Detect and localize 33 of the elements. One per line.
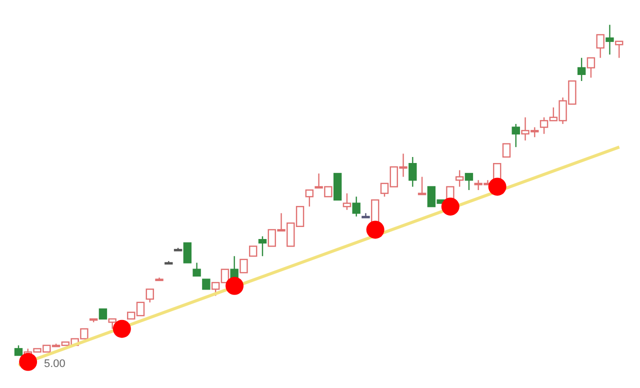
point <box>226 276 244 295</box>
candlestick <box>502 143 511 158</box>
candlestick <box>455 170 464 188</box>
candlestick <box>258 236 267 257</box>
candlestick <box>586 57 596 78</box>
candlestick <box>249 246 258 257</box>
point <box>366 220 384 239</box>
candlestick <box>305 189 314 208</box>
candlestick <box>202 278 210 290</box>
candlestick <box>146 288 154 304</box>
candlestick <box>615 40 624 58</box>
point <box>112 320 131 338</box>
point <box>441 198 460 216</box>
candlestick <box>98 308 108 320</box>
point <box>19 352 38 371</box>
candlestick <box>108 318 116 330</box>
candlestick <box>342 192 352 210</box>
candlestick <box>596 34 604 58</box>
candlestick <box>418 176 426 196</box>
candlestick <box>352 196 360 218</box>
candlestick <box>512 123 520 148</box>
candlestick <box>362 212 370 218</box>
candlestick <box>240 258 248 274</box>
candlestick <box>408 156 417 188</box>
candlestick <box>606 24 614 56</box>
candlestick <box>577 57 586 82</box>
candlestick <box>14 344 23 356</box>
candlestick <box>192 262 201 277</box>
candlestick <box>183 242 192 264</box>
candlestick <box>371 199 380 224</box>
point <box>488 178 506 196</box>
text: 5.00 <box>44 358 66 370</box>
candlestick <box>464 172 474 191</box>
